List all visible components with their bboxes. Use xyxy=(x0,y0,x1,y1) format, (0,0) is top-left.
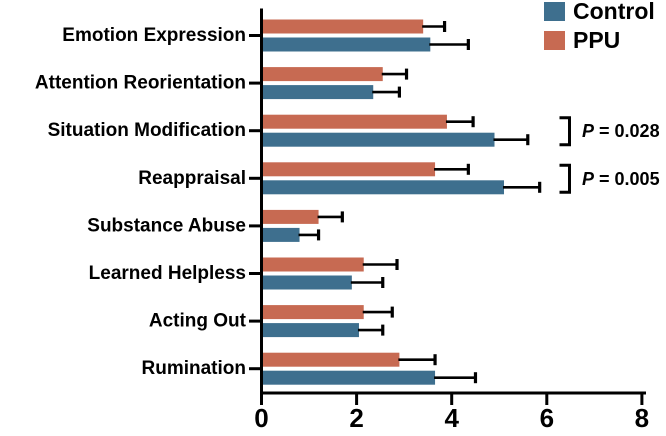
ppu-color-swatch xyxy=(544,31,565,50)
x-tick-label-2: 2 xyxy=(349,403,363,433)
bar-control-reappraisal xyxy=(263,180,505,195)
control-color-swatch xyxy=(544,2,565,21)
bar-ppu-situation-modification xyxy=(263,114,447,129)
bar-control-substance-abuse xyxy=(263,227,300,242)
category-label-situation-modification: Situation Modification xyxy=(48,120,246,141)
x-tick-label-4: 4 xyxy=(444,403,459,433)
category-label-emotion-expression: Emotion Expression xyxy=(62,25,246,46)
category-label-acting-out: Acting Out xyxy=(149,311,247,332)
bar-ppu-emotion-expression xyxy=(263,19,424,34)
bar-ppu-rumination xyxy=(263,352,400,367)
legend-label-ppu: PPU xyxy=(573,27,621,53)
bar-control-rumination xyxy=(263,370,436,385)
bar-control-emotion-expression xyxy=(263,37,431,52)
bar-control-learned-helpless xyxy=(263,275,352,290)
x-tick-label-0: 0 xyxy=(254,403,268,433)
category-label-attention-reorientation: Attention Reorientation xyxy=(35,73,246,94)
bar-ppu-substance-abuse xyxy=(263,209,319,224)
category-label-substance-abuse: Substance Abuse xyxy=(87,215,246,236)
category-label-rumination: Rumination xyxy=(142,358,247,379)
category-label-learned-helpless: Learned Helpless xyxy=(89,263,246,284)
bar-ppu-attention-reorientation xyxy=(263,67,383,82)
category-label-reappraisal: Reappraisal xyxy=(138,168,246,189)
bar-ppu-reappraisal xyxy=(263,162,436,177)
bar-control-situation-modification xyxy=(263,132,495,147)
bar-control-attention-reorientation xyxy=(263,85,374,100)
pvalue-label-situation-modification: P = 0.028 xyxy=(582,121,660,141)
x-tick-label-8: 8 xyxy=(635,403,649,433)
bar-ppu-acting-out xyxy=(263,305,364,320)
legend-label-control: Control xyxy=(573,0,655,24)
legend-item-ppu: PPU xyxy=(544,27,655,53)
pvalue-label-reappraisal: P = 0.005 xyxy=(582,169,660,189)
x-tick-label-6: 6 xyxy=(540,403,554,433)
pvalue-bracket-reappraisal xyxy=(559,163,571,194)
pvalue-bracket-situation-modification xyxy=(559,116,571,147)
bar-ppu-learned-helpless xyxy=(263,257,364,272)
legend: Control PPU xyxy=(544,0,655,53)
bar-control-acting-out xyxy=(263,323,359,338)
legend-item-control: Control xyxy=(544,0,655,24)
